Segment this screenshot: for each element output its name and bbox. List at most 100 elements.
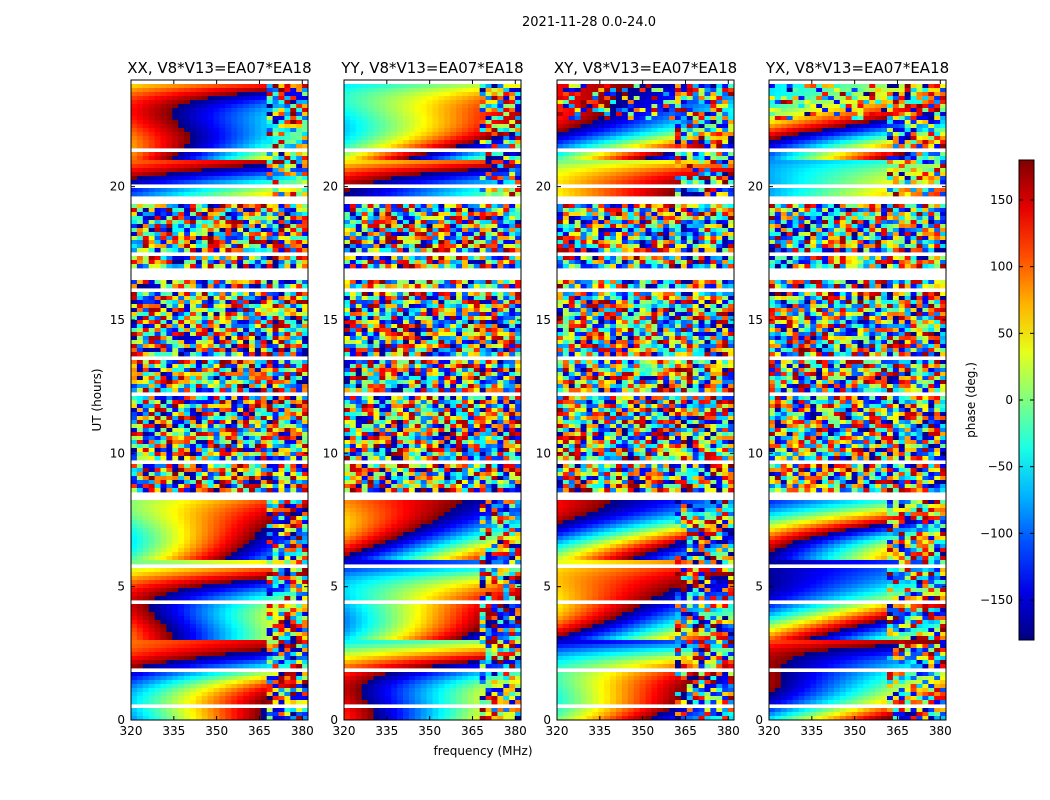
heatmap-cell xyxy=(201,152,209,157)
heatmap-cell xyxy=(195,680,203,685)
heatmap-cell xyxy=(373,180,380,185)
heatmap-cell xyxy=(136,324,144,329)
heatmap-cell xyxy=(272,716,279,721)
heatmap-cell xyxy=(243,636,250,641)
heatmap-cell xyxy=(172,408,179,413)
heatmap-cell xyxy=(201,604,209,609)
heatmap-cell xyxy=(473,152,481,157)
heatmap-cell xyxy=(136,684,144,689)
heatmap-cell xyxy=(148,456,155,461)
heatmap-cell xyxy=(414,180,422,185)
heatmap-cell xyxy=(272,232,279,237)
heatmap-cell xyxy=(344,136,351,141)
heatmap-cell xyxy=(302,172,309,177)
heatmap-cell xyxy=(344,88,351,93)
heatmap-cell xyxy=(201,124,209,129)
heatmap-cell xyxy=(142,176,150,181)
heatmap-cell xyxy=(290,404,297,409)
heatmap-cell xyxy=(456,112,463,117)
heatmap-cell xyxy=(219,552,226,557)
heatmap-cell xyxy=(260,364,268,369)
heatmap-cell xyxy=(142,440,150,445)
heatmap-cell xyxy=(284,648,291,653)
heatmap-cell xyxy=(136,696,144,701)
heatmap-cell xyxy=(148,96,155,101)
heatmap-cell xyxy=(131,144,138,149)
heatmap-cell xyxy=(166,568,173,573)
heatmap-cell xyxy=(302,156,309,161)
heatmap-cell xyxy=(355,108,363,113)
heatmap-cell xyxy=(142,240,150,245)
heatmap-cell xyxy=(231,96,238,101)
heatmap-cell xyxy=(166,280,173,285)
heatmap-cell xyxy=(284,592,291,597)
y-tick-label: 15 xyxy=(110,313,125,327)
heatmap-cell xyxy=(302,680,309,685)
heatmap-cell xyxy=(260,256,268,261)
heatmap-cell xyxy=(467,92,475,97)
heatmap-cell xyxy=(278,400,285,405)
heatmap-cell xyxy=(148,264,155,269)
heatmap-cell xyxy=(260,284,268,289)
heatmap-cell xyxy=(201,384,209,389)
heatmap-cell xyxy=(201,556,209,561)
heatmap-cell xyxy=(213,420,220,425)
heatmap-cell xyxy=(136,328,144,333)
heatmap-cell xyxy=(272,280,279,285)
heatmap-cell xyxy=(249,388,256,393)
heatmap-cell xyxy=(213,464,220,469)
heatmap-cell xyxy=(249,324,256,329)
heatmap-cell xyxy=(166,472,173,477)
heatmap-cell xyxy=(178,176,185,181)
heatmap-cell xyxy=(509,152,516,157)
heatmap-cell xyxy=(278,348,285,353)
heatmap-cell xyxy=(243,448,250,453)
heatmap-cell xyxy=(172,524,179,529)
heatmap-cell xyxy=(266,124,273,129)
heatmap-cell xyxy=(249,340,256,345)
heatmap-cell xyxy=(296,628,303,633)
heatmap-cell xyxy=(166,336,173,341)
heatmap-cell xyxy=(195,220,203,225)
heatmap-cell xyxy=(284,540,291,545)
heatmap-cell xyxy=(136,388,144,393)
heatmap-cell xyxy=(243,280,250,285)
heatmap-cell xyxy=(373,124,380,129)
heatmap-cell xyxy=(154,552,161,557)
heatmap-cell xyxy=(254,180,262,185)
heatmap-cell xyxy=(219,560,226,565)
heatmap-cell xyxy=(178,256,185,261)
heatmap-cell xyxy=(207,340,214,345)
heatmap-cell xyxy=(225,660,232,665)
heatmap-cell xyxy=(213,208,220,213)
heatmap-cell xyxy=(213,540,220,545)
heatmap-cell xyxy=(237,128,244,133)
heatmap-cell xyxy=(231,352,238,357)
heatmap-cell xyxy=(243,452,250,457)
heatmap-cell xyxy=(450,140,457,145)
heatmap-cell xyxy=(148,500,155,505)
heatmap-cell xyxy=(136,420,144,425)
heatmap-cell xyxy=(154,444,161,449)
heatmap-cell xyxy=(266,348,273,353)
heatmap-cell xyxy=(148,692,155,697)
heatmap-cell xyxy=(254,628,262,633)
heatmap-cell xyxy=(361,116,368,121)
heatmap-cell xyxy=(290,632,297,637)
heatmap-cell xyxy=(154,456,161,461)
heatmap-cell xyxy=(260,400,268,405)
heatmap-cell xyxy=(497,164,504,169)
heatmap-cell xyxy=(172,664,179,669)
heatmap-cell xyxy=(136,444,144,449)
heatmap-cell xyxy=(450,116,457,121)
heatmap-cell xyxy=(266,616,273,621)
heatmap-cell xyxy=(462,124,469,129)
heatmap-cell xyxy=(160,660,167,665)
heatmap-cell xyxy=(148,244,155,249)
heatmap-cell xyxy=(166,164,173,169)
heatmap-cell xyxy=(278,456,285,461)
heatmap-cell xyxy=(479,168,486,173)
heatmap-cell xyxy=(408,120,416,125)
heatmap-cell xyxy=(190,92,197,97)
heatmap-cell xyxy=(219,696,226,701)
